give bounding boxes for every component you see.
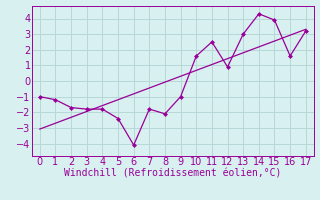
X-axis label: Windchill (Refroidissement éolien,°C): Windchill (Refroidissement éolien,°C) bbox=[64, 169, 282, 179]
